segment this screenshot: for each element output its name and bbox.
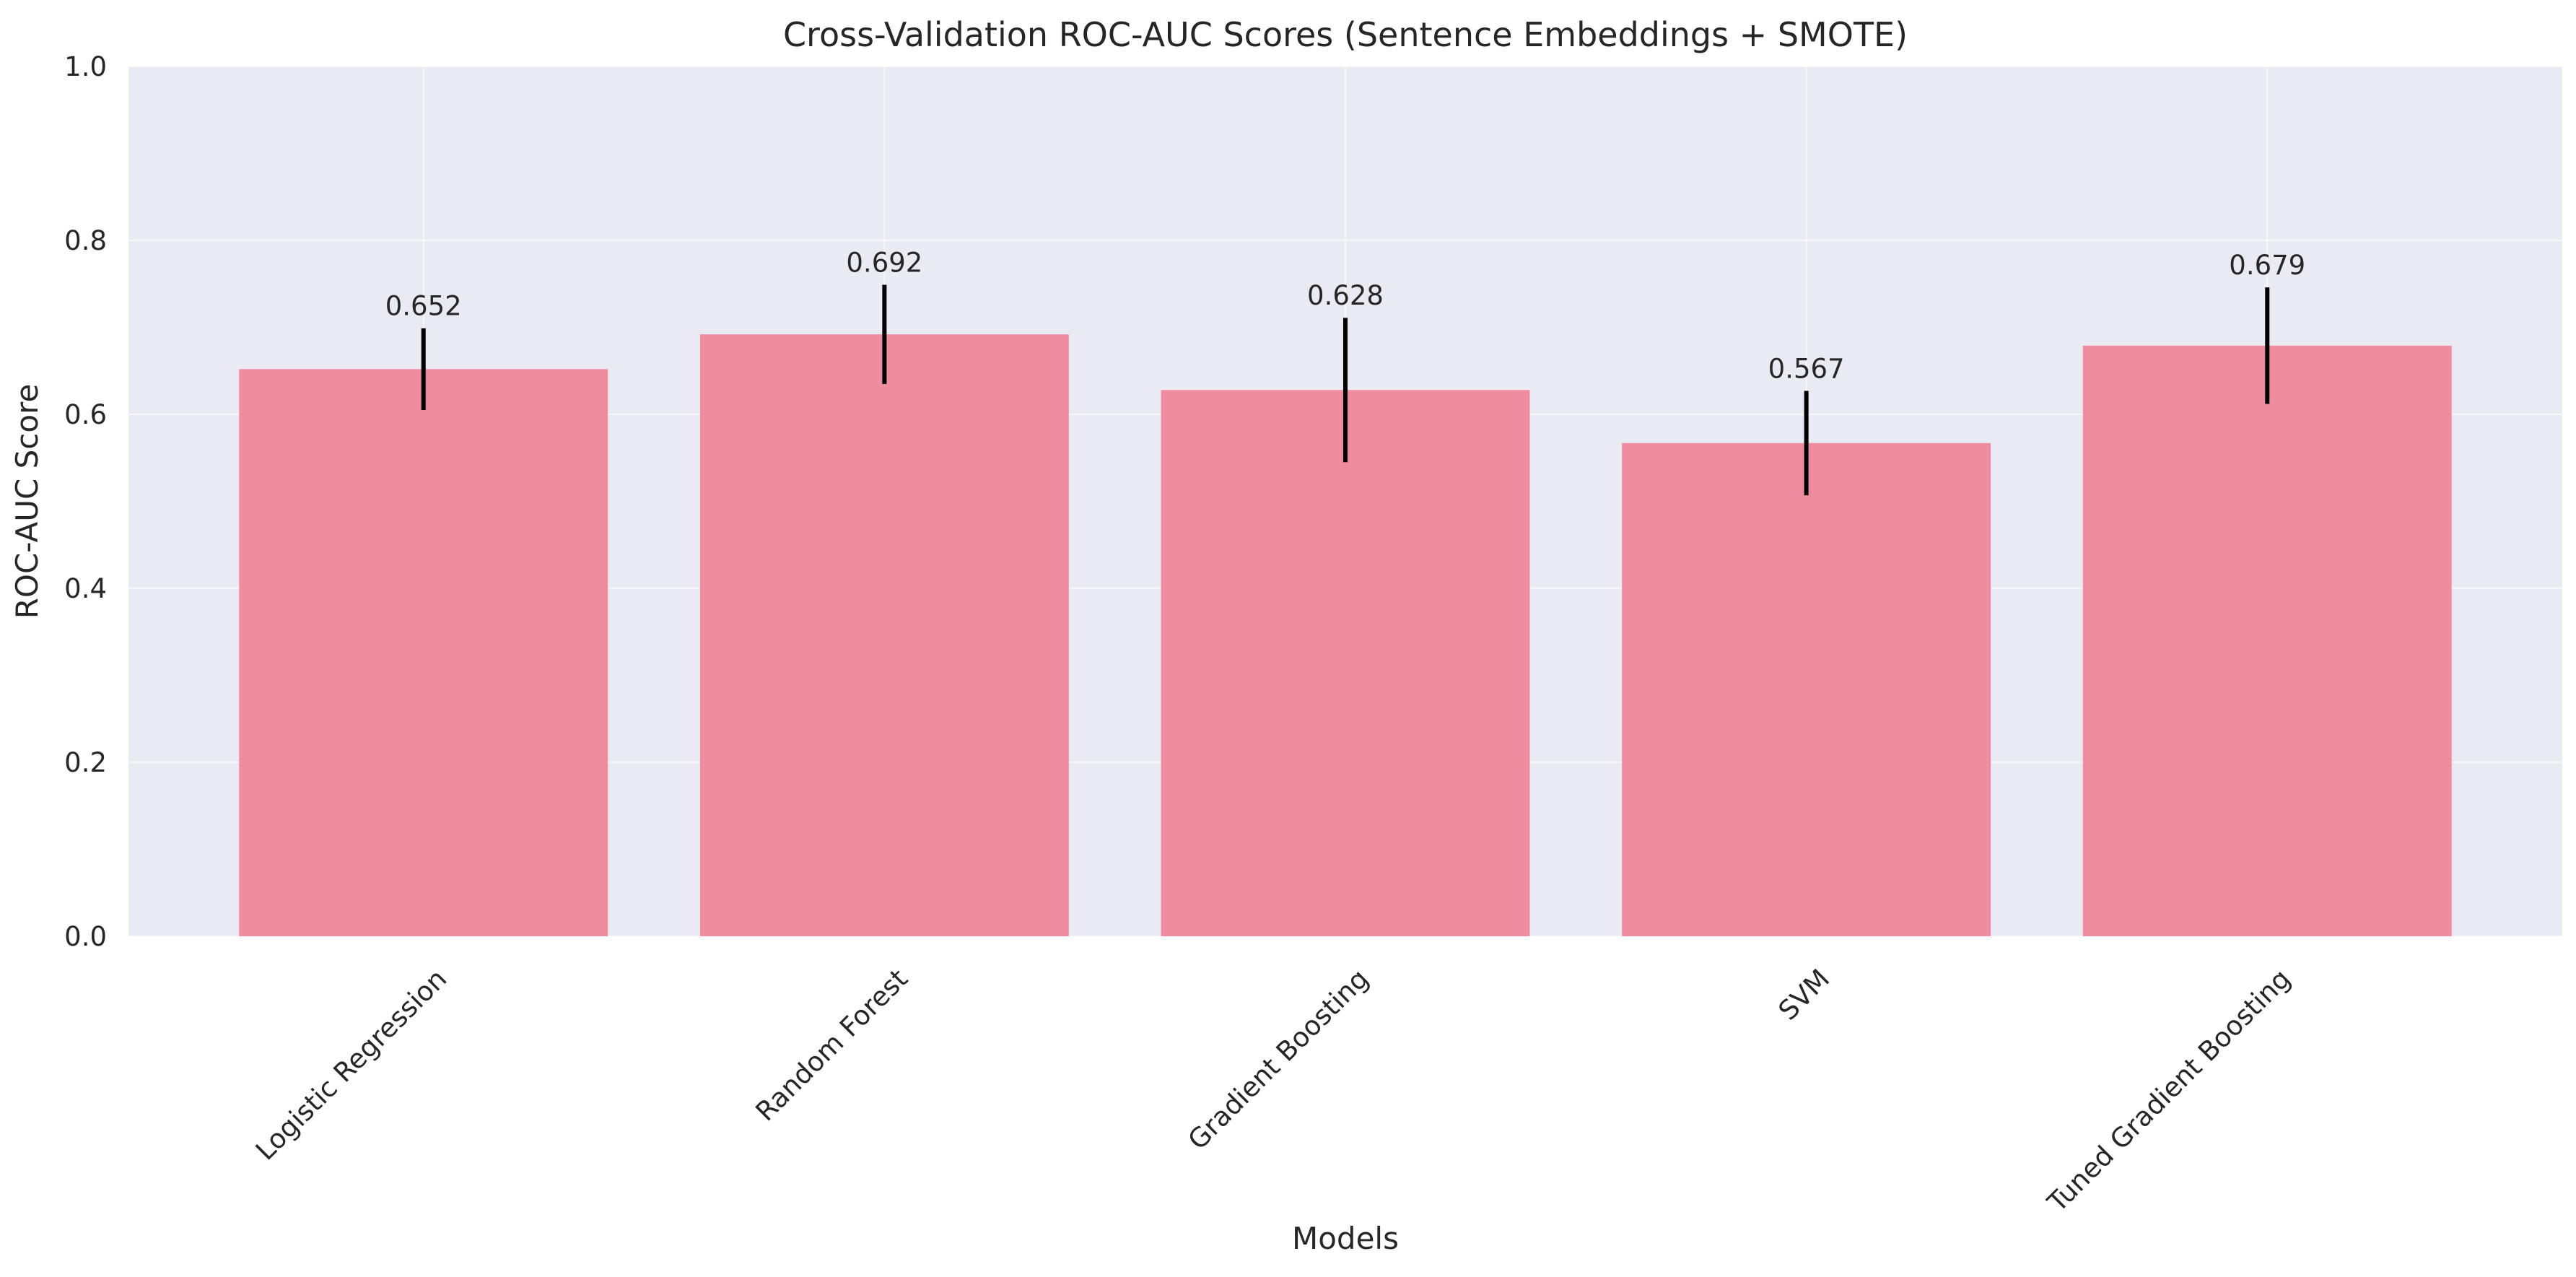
value-labels: 0.652 0.692 0.628 0.567 0.679 <box>385 247 2305 384</box>
value-label: 0.567 <box>1768 353 1845 384</box>
error-bars <box>421 284 2270 496</box>
y-tick-label: 0.2 <box>64 747 107 778</box>
x-tick-label: Logistic Regression <box>250 963 453 1166</box>
bar-svm <box>1622 443 1991 936</box>
x-tick-label: Tuned Gradient Boosting <box>2041 963 2297 1219</box>
bars <box>239 334 2452 937</box>
x-axis-ticks: Logistic Regression Random Forest Gradient… <box>250 963 2297 1219</box>
bar-gradient-boosting <box>1161 390 1530 936</box>
x-tick-label: Random Forest <box>750 963 914 1127</box>
chart-title: Cross-Validation ROC-AUC Scores (Sentenc… <box>783 15 1908 54</box>
x-axis-title: Models <box>1292 1221 1399 1256</box>
y-tick-label: 0.8 <box>64 225 107 256</box>
y-axis-title: ROC-AUC Score <box>9 384 45 619</box>
bar-random-forest <box>699 334 1069 936</box>
y-tick-label: 0.6 <box>64 399 107 430</box>
x-tick-label: Gradient Boosting <box>1182 963 1375 1156</box>
value-label: 0.679 <box>2229 250 2305 281</box>
value-label: 0.692 <box>846 247 922 278</box>
value-label: 0.652 <box>385 291 462 322</box>
x-tick-label: SVM <box>1773 963 1835 1026</box>
y-tick-label: 0.0 <box>64 921 107 952</box>
y-tick-label: 0.4 <box>64 573 107 604</box>
bar-logistic-regression <box>239 369 608 937</box>
y-axis-ticks: 0.0 0.2 0.4 0.6 0.8 1.0 <box>64 51 107 952</box>
value-label: 0.628 <box>1307 280 1384 311</box>
y-tick-label: 1.0 <box>64 51 107 82</box>
bar-tuned-gradient-boosting <box>2082 345 2452 936</box>
